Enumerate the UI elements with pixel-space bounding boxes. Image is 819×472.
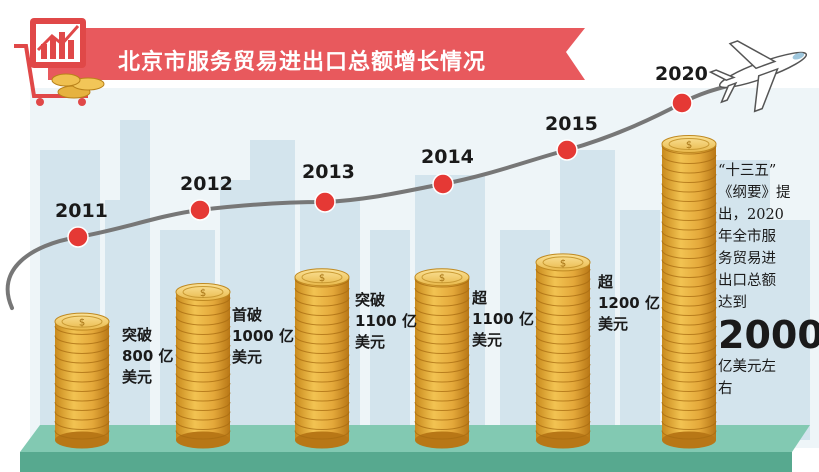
annotation-line: 美元	[598, 315, 629, 333]
timeline-dot-2011	[67, 226, 89, 248]
annotation-line: 突破	[355, 291, 386, 309]
annotation-line: 2000	[718, 313, 819, 357]
coin-stack-2014: $	[414, 268, 470, 449]
year-label-2013: 2013	[302, 161, 355, 183]
annotation-2020: “十三五” 《纲要》提出，2020 年全市服务贸易进出口总额达到 2000 亿美元左右	[718, 160, 819, 400]
annotation-line: 1000 亿	[232, 327, 294, 345]
year-label-2011: 2011	[55, 200, 108, 222]
coin-stack-2012: $	[175, 283, 231, 449]
airplane-icon	[708, 40, 808, 113]
annotation-2015: 超 1200 亿美元	[598, 272, 660, 335]
annotation-line: 首破	[232, 306, 263, 324]
timeline-dot-2014	[432, 173, 454, 195]
annotation-line: 美元	[355, 333, 386, 351]
coin-icon: $	[200, 288, 206, 299]
annotation-line: 年全市服	[718, 229, 776, 245]
timeline-dot-2015	[556, 139, 578, 161]
annotation-line: “十三五”	[718, 163, 777, 179]
coin-icon: $	[686, 140, 692, 151]
annotation-line: 达到	[718, 295, 747, 311]
coin-icon: $	[439, 273, 445, 284]
coin-stack-2020: $	[661, 135, 717, 449]
annotation-2011: 突破 800 亿美元	[122, 325, 174, 388]
chart-basket-icon	[14, 18, 105, 106]
coin-icon: $	[79, 318, 85, 329]
annotation-2012: 首破 1000 亿美元	[232, 305, 294, 368]
annotation-line: 美元	[232, 348, 263, 366]
coin-stack-2013: $	[294, 268, 350, 449]
coin-stack-2011: $	[54, 312, 110, 449]
annotation-line: 《纲要》提	[718, 185, 791, 201]
year-label-2015: 2015	[545, 113, 598, 135]
title-banner	[48, 28, 585, 80]
timeline-dot-2012	[189, 199, 211, 221]
annotation-line: 突破	[122, 326, 153, 344]
annotation-line: 务贸易进	[718, 251, 776, 267]
timeline-dot-2020	[671, 92, 693, 114]
annotation-line: 出，2020	[718, 207, 784, 223]
annotation-line: 超	[598, 273, 614, 291]
coin-icon: $	[560, 258, 566, 269]
annotation-line: 右	[718, 381, 733, 397]
annotation-line: 1100 亿	[472, 310, 534, 328]
annotation-line: 800 亿	[122, 347, 174, 365]
annotation-line: 1100 亿	[355, 312, 417, 330]
annotation-2013: 突破 1100 亿美元	[355, 290, 417, 353]
year-label-2012: 2012	[180, 173, 233, 195]
annotation-line: 超	[472, 289, 488, 307]
coin-stack-2015: $	[535, 253, 591, 449]
annotation-line: 出口总额	[718, 273, 776, 289]
timeline-dot-2013	[314, 191, 336, 213]
chart-title: 北京市服务贸易进出口总额增长情况	[118, 50, 487, 75]
year-label-2014: 2014	[421, 146, 474, 168]
annotation-line: 美元	[472, 331, 503, 349]
coin-icon: $	[319, 273, 325, 284]
annotation-line: 美元	[122, 368, 153, 386]
annotation-2014: 超 1100 亿美元	[472, 288, 534, 351]
annotation-line: 亿美元左	[718, 359, 776, 375]
annotation-line: 1200 亿	[598, 294, 660, 312]
year-label-2020: 2020	[655, 63, 708, 85]
